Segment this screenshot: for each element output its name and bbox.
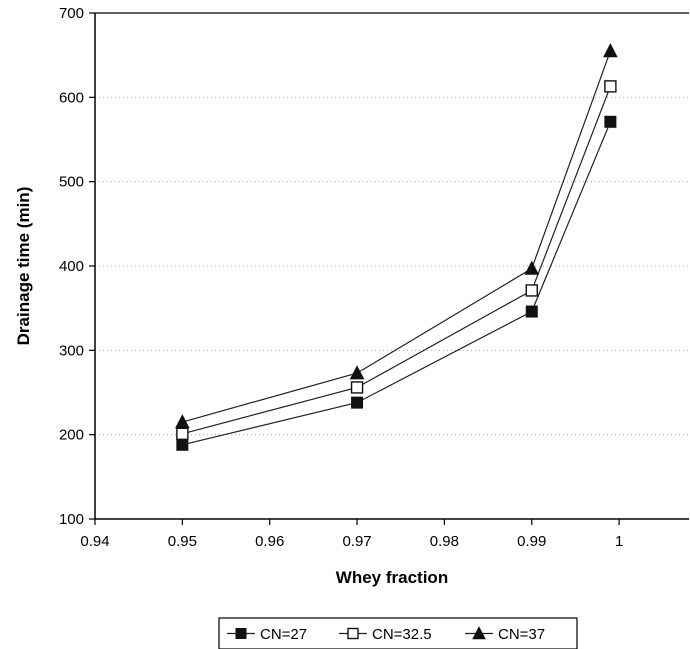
data-point: [351, 396, 364, 409]
data-point: [350, 381, 364, 394]
grid-lines: [95, 96, 689, 436]
series-cn-32-5: [176, 80, 617, 441]
legend-label: CN=32.5: [372, 626, 432, 643]
x-tick-label: 0.98: [430, 533, 459, 550]
data-point: [176, 438, 189, 451]
y-tick-label: 100: [59, 511, 84, 528]
data-point: [604, 115, 617, 128]
x-tick-label: 0.95: [168, 533, 197, 550]
data-point: [524, 260, 540, 275]
x-tick-label: 0.97: [342, 533, 371, 550]
legend-box: [218, 617, 578, 649]
series-lines: [175, 43, 618, 451]
series-line: [182, 121, 611, 446]
x-tick-label: 0.99: [517, 533, 546, 550]
legend-marker: [235, 628, 247, 639]
legend: CN=27 CN=32.5 CN=37: [218, 617, 578, 649]
data-point: [349, 365, 365, 380]
x-tick-label: 1: [615, 533, 623, 550]
x-tick-label: 0.94: [80, 533, 109, 550]
legend-label: CN=37: [498, 626, 545, 643]
y-tick-label: 300: [59, 342, 84, 359]
y-tick-label: 200: [59, 427, 84, 444]
axis-ticks: 100 200 300 400 500 600 700 0.94 0.95 0.96 0.97 0.9…: [59, 5, 623, 550]
data-point: [603, 43, 618, 58]
y-tick-label: 700: [59, 5, 84, 22]
y-tick-label: 600: [59, 89, 84, 106]
data-point: [176, 427, 189, 441]
x-tick-label: 0.96: [255, 533, 284, 550]
y-axis-title: Drainage time (min): [14, 187, 33, 346]
x-axis-title: Whey fraction: [336, 568, 448, 587]
y-tick-label: 400: [59, 258, 84, 275]
data-point: [175, 414, 190, 429]
legend-marker: [347, 627, 359, 640]
data-point: [604, 80, 617, 93]
series-line: [182, 86, 611, 435]
legend-marker: [472, 626, 486, 640]
series-cn-37: [175, 43, 618, 429]
data-point: [525, 305, 538, 318]
legend-label: CN=27: [260, 626, 307, 643]
series-cn-27: [176, 115, 617, 451]
series-line: [182, 50, 611, 423]
data-point: [525, 284, 538, 297]
y-tick-label: 500: [59, 174, 84, 191]
